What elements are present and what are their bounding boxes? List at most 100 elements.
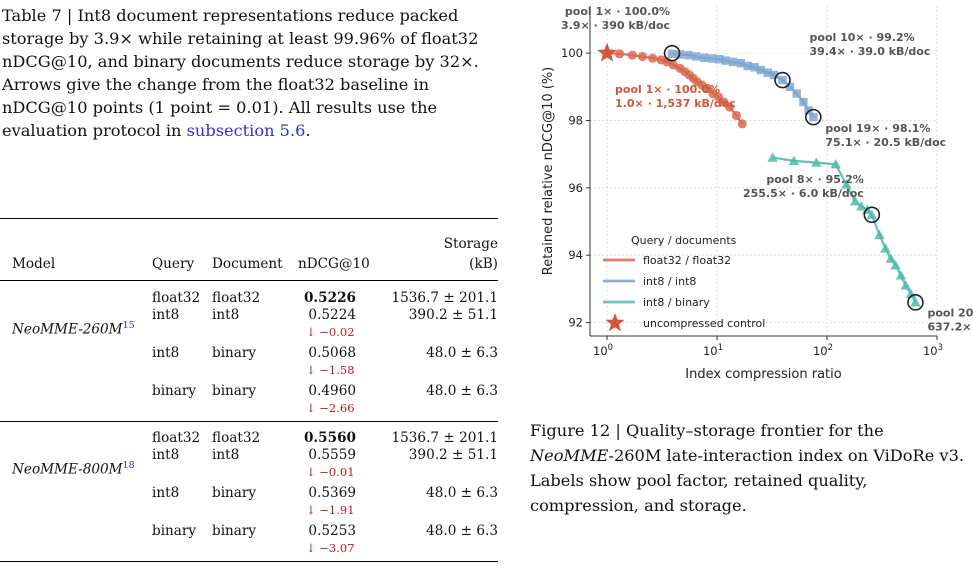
point-control (597, 42, 618, 62)
cell-ndcg: 0.5068 (308, 345, 356, 361)
y-tick-label: 94 (568, 248, 583, 262)
point-binary (866, 209, 878, 219)
point-float32 (737, 119, 747, 129)
cell-document: int8 (212, 307, 240, 323)
point-int8 (721, 56, 730, 65)
cell-document: float32 (212, 430, 261, 446)
y-tick-label: 100 (561, 46, 583, 60)
point-int8 (707, 54, 717, 63)
legend-label: int8 / int8 (643, 275, 696, 288)
point-binary (874, 229, 885, 240)
annotation-label: 75.1× · 20.5 kB/doc (825, 136, 946, 149)
point-float32 (648, 53, 658, 63)
point-int8 (778, 75, 787, 85)
x-tick-label: 100 (593, 343, 613, 358)
y-tick-label: 92 (568, 316, 583, 330)
cell-delta: ↓ −1.58 (306, 363, 355, 377)
cell-storage: 48.0 ± 6.3 (426, 485, 498, 501)
point-int8 (809, 112, 818, 122)
cell-document: binary (212, 485, 257, 501)
cell-storage: 1536.7 ± 201.1 (391, 290, 498, 306)
cell-ndcg: 0.5560 (303, 430, 356, 446)
cell-delta: ↓ −3.07 (306, 541, 355, 555)
figure-caption-model: NeoMME (530, 446, 609, 465)
point-binary (767, 152, 778, 162)
cell-document: binary (212, 383, 257, 399)
header-model: Model (12, 256, 56, 272)
cell-ndcg: 0.5559 (308, 447, 356, 463)
figure-caption-rest: -260M late-interaction index on ViDoRe v… (530, 446, 965, 515)
y-tick-label: 98 (568, 113, 583, 127)
annotation-label: 637.2× · 2.4 kB/doc (927, 320, 973, 333)
point-int8 (684, 50, 693, 60)
highlight-ring (663, 44, 681, 62)
figure-caption: Figure 12 | Quality–storage frontier for… (530, 418, 970, 518)
cell-ndcg: 0.5224 (308, 307, 356, 323)
point-float32 (627, 50, 637, 60)
chart-grid (590, 6, 938, 336)
point-binary (856, 201, 867, 211)
annotation-label: 3.9× · 390 kB/doc (561, 19, 670, 32)
annotation-label: 255.5× · 6.0 kB/doc (743, 187, 864, 200)
annotation-label: pool 19× · 98.1% (825, 122, 930, 135)
chart-highlights (663, 44, 924, 311)
cell-ndcg: 0.5226 (303, 290, 356, 306)
highlight-ring (907, 294, 924, 311)
table-bottom-rule (0, 561, 498, 563)
cell-query: float32 (152, 290, 201, 306)
footnote-ref[interactable]: 15 (122, 320, 135, 331)
cell-query: int8 (152, 345, 180, 361)
legend-title: Query / documents (631, 234, 737, 247)
annotation-label: pool 8× · 95.2% (766, 173, 863, 186)
legend-label: uncompressed control (643, 317, 765, 330)
highlight-ring (805, 108, 822, 126)
point-float32 (731, 110, 741, 121)
point-binary (910, 297, 921, 307)
cell-query: binary (152, 383, 197, 399)
y-axis-label: Retained relative nDCG@10 (%) (541, 67, 556, 275)
point-int8 (700, 53, 709, 63)
x-tick-label: 103 (923, 343, 943, 358)
figure-caption-lead: Figure 12 | Quality–storage frontier for… (530, 421, 884, 440)
cell-storage: 1536.7 ± 201.1 (391, 430, 498, 446)
cell-ndcg: 0.5253 (308, 523, 356, 539)
annotation-label: pool 20× · 92.6% (927, 306, 973, 319)
cell-document: binary (212, 523, 257, 539)
point-int8 (769, 70, 779, 80)
annotation-label: 1.0× · 1,537 kB/doc (615, 97, 736, 110)
point-int8 (728, 57, 738, 67)
cell-storage: 390.2 ± 51.1 (408, 447, 498, 463)
table-caption: Table 7 | Int8 document representations … (2, 4, 502, 142)
point-int8 (785, 82, 795, 92)
chart-legend: Query / documents float32 / float32 int8 /… (603, 234, 765, 332)
point-int8 (750, 63, 759, 72)
cell-delta: ↓ −1.91 (306, 503, 355, 517)
subsection-link[interactable]: subsection 5.6 (186, 121, 306, 140)
point-binary (830, 159, 841, 169)
header-storage-line2: (kB) (469, 256, 498, 272)
cell-delta: ↓ −0.02 (306, 325, 355, 339)
chart-series (597, 42, 921, 307)
x-tick-label: 101 (703, 343, 723, 358)
point-binary (890, 260, 901, 270)
table-group-rule (0, 421, 498, 422)
x-tick-label: 102 (813, 343, 833, 358)
y-tick-label: 96 (568, 181, 583, 195)
table-header-rule (0, 280, 498, 281)
annotation-label: pool 1× · 100.0% (565, 5, 670, 18)
point-float32 (637, 51, 648, 62)
header-storage-line1: Storage (443, 236, 498, 252)
chart-axes: 92 94 96 98 100 100 101 102 103 Index compression… (541, 6, 943, 382)
point-binary (841, 179, 852, 189)
point-binary (788, 155, 800, 166)
point-int8 (692, 52, 701, 61)
point-int8 (667, 49, 677, 59)
footnote-ref[interactable]: 18 (122, 460, 135, 471)
table-caption-end: . (305, 121, 311, 140)
cell-query: float32 (152, 430, 201, 446)
point-binary (885, 253, 896, 263)
point-binary (895, 270, 907, 280)
cell-query: int8 (152, 307, 180, 323)
point-int8 (736, 59, 746, 68)
